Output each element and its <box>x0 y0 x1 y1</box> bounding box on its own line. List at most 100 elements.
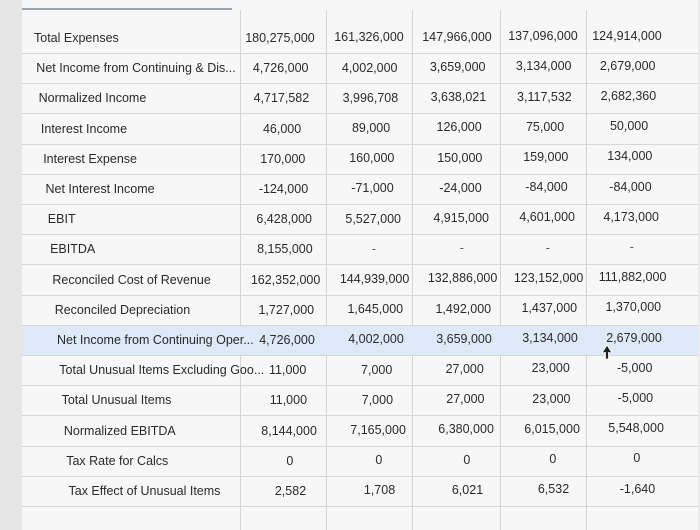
table-cell[interactable]: 89,000 <box>351 120 391 135</box>
table-cell[interactable]: 8,144,000 <box>261 423 317 438</box>
table-cell[interactable]: 4,717,582 <box>253 91 310 106</box>
table-cell[interactable]: 150,000 <box>437 150 483 165</box>
table-cell[interactable]: 50,000 <box>609 119 649 134</box>
table-cell[interactable]: 4,601,000 <box>519 210 575 225</box>
table-cell[interactable]: -24,000 <box>439 180 482 195</box>
table-cell[interactable]: 137,096,000 <box>508 29 578 44</box>
table-cell[interactable]: 1,727,000 <box>258 302 315 317</box>
table-cell[interactable]: 1,492,000 <box>435 301 492 316</box>
table-cell[interactable]: 124,914,000 <box>592 28 662 43</box>
table-row[interactable]: Total Expenses 180,275,000 161,326,000 147,… <box>22 24 698 54</box>
table-cell[interactable]: 180,275,000 <box>245 31 315 45</box>
table-cell[interactable]: -5,000 <box>617 390 654 405</box>
table-cell[interactable]: 2,682,360 <box>600 88 657 103</box>
table-cell[interactable]: 6,015,000 <box>524 421 580 436</box>
table-cell[interactable]: 3,117,532 <box>517 89 572 104</box>
table-cell[interactable]: 3,134,000 <box>522 331 578 346</box>
row-label: Interest Income <box>40 121 128 136</box>
table-cell[interactable]: -71,000 <box>351 181 394 196</box>
table-cell[interactable]: 2,679,000 <box>599 58 656 73</box>
table-cell[interactable]: 6,380,000 <box>438 422 494 437</box>
table-cell[interactable]: 11,000 <box>269 363 307 378</box>
table-cell[interactable]: 0 <box>286 453 294 468</box>
table-cell[interactable]: 0 <box>375 453 383 468</box>
table-cell[interactable]: 134,000 <box>607 149 653 164</box>
table-cell[interactable]: 144,939,000 <box>339 271 410 286</box>
table-cell[interactable]: - <box>459 241 464 256</box>
table-row[interactable]: Interest Expense 170,000 160,000 150,000 159… <box>22 145 698 175</box>
table-row[interactable]: Reconciled Depreciation 1,727,000 1,645,00… <box>22 296 698 326</box>
table-cell[interactable]: -84,000 <box>609 179 652 194</box>
table-cell[interactable]: 1,645,000 <box>347 302 404 317</box>
table-cell[interactable]: 6,021 <box>451 482 484 497</box>
table-cell[interactable]: 132,886,000 <box>427 271 498 286</box>
table-cell[interactable]: 7,165,000 <box>350 422 406 437</box>
table-cell[interactable]: 0 <box>549 451 557 466</box>
table-row[interactable]: Reconciled Cost of Revenue 162,352,000 144… <box>22 266 698 296</box>
table-cell[interactable]: - <box>545 240 550 255</box>
table-row[interactable]: Net Interest Income -124,000 -71,000 -24,00… <box>22 175 698 205</box>
table-cell[interactable]: 111,882,000 <box>598 270 667 285</box>
table-cell[interactable]: 11,000 <box>269 393 308 408</box>
table-cell[interactable]: 27,000 <box>446 392 485 407</box>
table-cell[interactable]: 2,679,000 <box>606 330 662 345</box>
table-cell[interactable]: 3,134,000 <box>515 59 572 74</box>
table-cell[interactable]: 0 <box>633 451 641 466</box>
table-row[interactable]: Total Unusual Items 11,000 7,000 27,000 23,0… <box>22 386 698 417</box>
table-cell[interactable]: 4,726,000 <box>252 61 309 76</box>
table-cell[interactable]: 126,000 <box>436 120 482 135</box>
table-row[interactable]: Tax Effect of Unusual Items 2,582 1,708 6,0… <box>22 477 698 507</box>
table-cell[interactable]: 3,659,000 <box>429 59 486 74</box>
table-row[interactable]: Normalized EBITDA 8,144,000 7,165,000 6,380… <box>22 417 698 447</box>
table-cell[interactable]: -5,000 <box>616 360 653 375</box>
table-row[interactable]: EBIT 6,428,000 5,527,000 4,915,000 4,601,000… <box>22 205 698 236</box>
table-cell[interactable]: 160,000 <box>349 151 395 166</box>
table-cell[interactable]: 7,000 <box>361 362 393 377</box>
table-row[interactable]: Net Income from Continuing & Dis... 4,726… <box>22 54 698 85</box>
table-cell[interactable]: 75,000 <box>525 119 565 134</box>
table-cell[interactable]: 3,638,021 <box>430 90 487 105</box>
table-cell[interactable]: 27,000 <box>445 361 484 376</box>
table-cell[interactable]: 5,527,000 <box>345 211 401 226</box>
table-cell[interactable]: 1,708 <box>363 483 396 498</box>
table-cell[interactable]: 4,002,000 <box>348 332 404 347</box>
table-cell[interactable]: 7,000 <box>361 392 394 407</box>
table-row[interactable]: Net Income from Continuing Oper... 4,726,… <box>22 326 698 356</box>
table-cell[interactable]: -84,000 <box>525 180 568 195</box>
header-rule <box>22 8 232 10</box>
table-cell[interactable]: 1,370,000 <box>605 300 662 315</box>
table-cell[interactable]: -124,000 <box>258 182 309 196</box>
table-row[interactable]: Normalized Income 4,717,582 3,996,708 3,638… <box>22 84 698 115</box>
table-cell[interactable]: 1,437,000 <box>521 300 578 315</box>
table-cell[interactable]: -1,640 <box>619 481 656 496</box>
table-cell[interactable]: 4,915,000 <box>433 210 489 225</box>
row-label: Reconciled Cost of Revenue <box>52 272 211 287</box>
table-cell[interactable]: 6,532 <box>537 482 570 497</box>
table-cell[interactable]: 3,659,000 <box>436 331 492 346</box>
table-row[interactable]: Interest Income 46,000 89,000 126,000 75,000… <box>22 115 698 145</box>
table-cell[interactable]: 23,000 <box>532 391 571 406</box>
table-cell[interactable]: 159,000 <box>523 149 569 164</box>
table-cell[interactable]: 8,155,000 <box>257 242 313 257</box>
table-cell[interactable]: 46,000 <box>262 121 302 136</box>
table-row[interactable]: Total Unusual Items Excluding Goo... 11,0… <box>22 356 698 387</box>
table-cell[interactable]: 147,966,000 <box>422 29 492 44</box>
table-cell[interactable]: 6,428,000 <box>256 212 312 227</box>
table-row[interactable]: EBITDA 8,155,000 - - - - <box>22 235 698 266</box>
row-label: Normalized Income <box>38 91 147 106</box>
table-cell[interactable]: 3,996,708 <box>342 90 399 105</box>
table-cell[interactable]: - <box>629 239 634 254</box>
table-cell[interactable]: 123,152,000 <box>513 270 584 285</box>
table-cell[interactable]: 162,352,000 <box>250 272 321 287</box>
table-cell[interactable]: 5,548,000 <box>608 421 664 436</box>
table-row[interactable]: Tax Rate for Calcs 0 0 0 0 0 <box>22 447 698 477</box>
table-cell[interactable]: 170,000 <box>260 151 306 166</box>
table-cell[interactable]: 2,582 <box>274 484 307 498</box>
table-cell[interactable]: 4,002,000 <box>341 60 398 75</box>
table-cell[interactable]: 161,326,000 <box>334 30 404 45</box>
table-cell[interactable]: 23,000 <box>531 361 570 376</box>
table-cell[interactable]: 4,726,000 <box>259 333 315 347</box>
table-cell[interactable]: - <box>371 241 376 256</box>
table-cell[interactable]: 0 <box>463 452 471 467</box>
table-cell[interactable]: 4,173,000 <box>603 209 659 224</box>
